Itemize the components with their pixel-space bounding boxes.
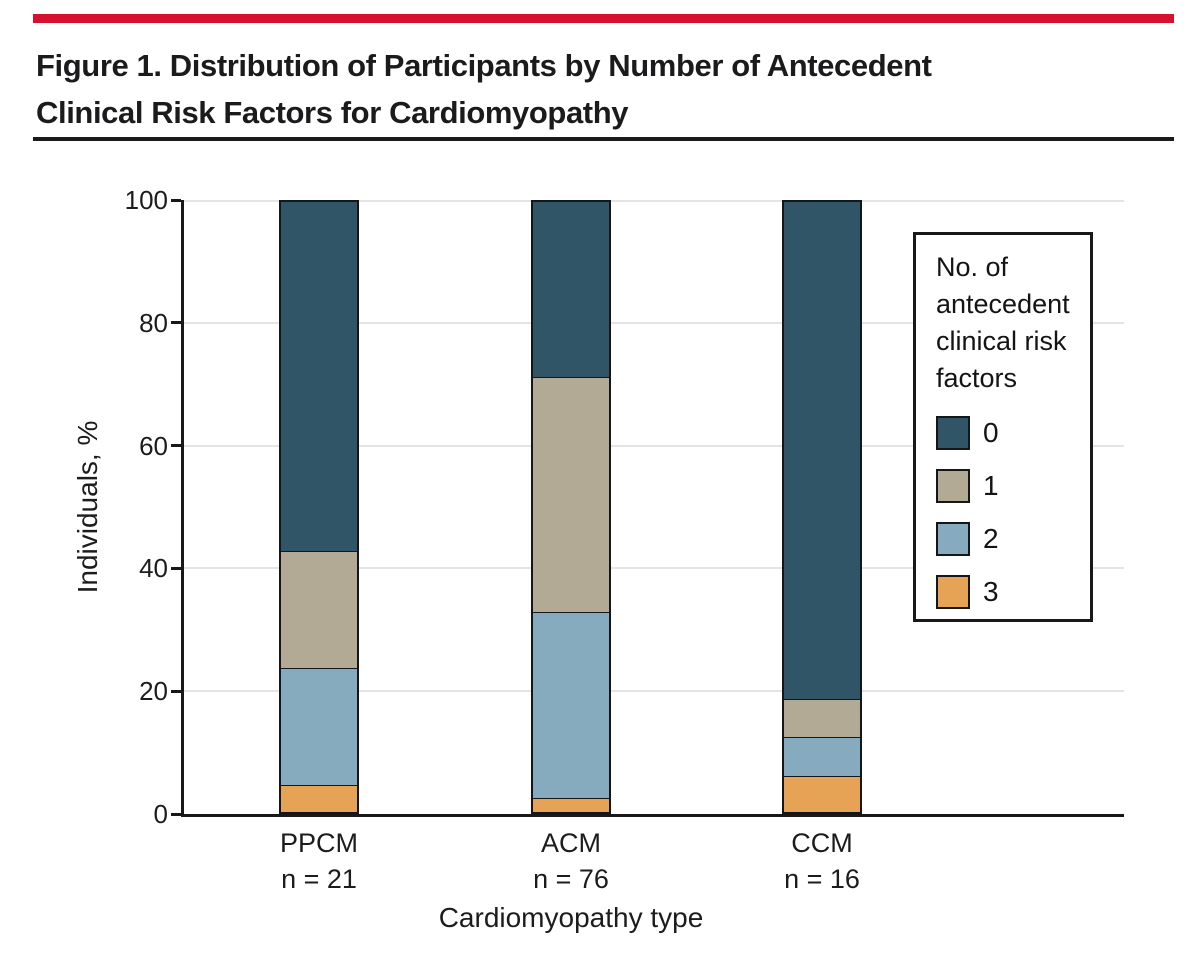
y-tick-80 bbox=[171, 321, 181, 325]
accent-top-bar bbox=[33, 14, 1174, 23]
bar-divider-PPCM-3 bbox=[279, 783, 359, 786]
legend-title-line-4: factors bbox=[936, 363, 1018, 393]
bar-divider-ACM-3 bbox=[531, 797, 611, 800]
gridline-60 bbox=[184, 444, 1124, 447]
plot-area: Individuals, % Cardiomyopathy type 0 20 40… bbox=[72, 185, 1124, 933]
x-axis-title: Cardiomyopathy type bbox=[438, 902, 704, 933]
bar-segment-PPCM-1 bbox=[279, 551, 359, 668]
legend-swatch-0 bbox=[936, 416, 970, 450]
legend-entry-label-1: 1 bbox=[983, 470, 999, 501]
y-tick-label-60: 60 bbox=[139, 430, 168, 461]
bar-divider-CCM-1 bbox=[782, 698, 862, 701]
bar-segment-PPCM-0 bbox=[279, 200, 359, 552]
gridline-80 bbox=[184, 321, 1124, 324]
legend-title-line-3: clinical risk bbox=[936, 326, 1067, 356]
figure-title-line2: Clinical Risk Factors for Cardiomyopathy bbox=[36, 95, 629, 130]
bar-divider-PPCM-1 bbox=[279, 550, 359, 553]
bar-segment-ACM-3 bbox=[531, 798, 611, 814]
bar-segment-CCM-0 bbox=[782, 200, 862, 700]
y-tick-60 bbox=[171, 444, 181, 448]
legend-box: No. of antecedent clinical risk factors 0 1 2 3 bbox=[913, 232, 1093, 622]
bar-divider-ACM-1 bbox=[531, 376, 611, 379]
bar-outline-ACM bbox=[531, 200, 611, 814]
bar-divider-PPCM-2 bbox=[279, 666, 359, 669]
bar-segment-PPCM-2 bbox=[279, 667, 359, 785]
bar-segment-CCM-3 bbox=[782, 775, 862, 814]
y-tick-0 bbox=[171, 812, 181, 816]
legend-entry-label-0: 0 bbox=[983, 417, 999, 448]
y-axis-title: Individuals, % bbox=[72, 420, 103, 594]
bar-segment-ACM-1 bbox=[531, 377, 611, 612]
x-category-sublabel-CCM: n = 16 bbox=[784, 864, 860, 894]
legend-entry-label-3: 3 bbox=[983, 576, 999, 607]
x-category-label-CCM: CCM bbox=[791, 828, 853, 858]
x-category-sublabel-PPCM: n = 21 bbox=[281, 864, 357, 894]
bar-segment-CCM-2 bbox=[782, 737, 862, 776]
legend-entry-0: 0 bbox=[936, 416, 1082, 450]
legend-swatch-1 bbox=[936, 469, 970, 503]
title-divider bbox=[33, 137, 1174, 141]
bar-segment-CCM-1 bbox=[782, 699, 862, 738]
bar-divider-CCM-3 bbox=[782, 774, 862, 777]
figure-title-line1: Figure 1. Distribution of Participants b… bbox=[36, 48, 932, 83]
legend-entry-label-2: 2 bbox=[983, 523, 999, 554]
y-tick-20 bbox=[171, 689, 181, 693]
x-axis-spine bbox=[181, 814, 1124, 817]
bar-segment-ACM-2 bbox=[531, 611, 611, 799]
gridline-100 bbox=[184, 200, 1124, 202]
bar-segment-PPCM-3 bbox=[279, 784, 359, 814]
y-axis-spine bbox=[181, 200, 184, 817]
legend-entry-2: 2 bbox=[936, 522, 1082, 556]
x-category-label-ACM: ACM bbox=[541, 828, 601, 858]
legend-title-line-1: No. of bbox=[936, 252, 1009, 282]
legend-entry-3: 3 bbox=[936, 575, 1082, 609]
y-tick-40 bbox=[171, 566, 181, 570]
bar-outline-CCM bbox=[782, 200, 862, 814]
legend-swatch-2 bbox=[936, 522, 970, 556]
x-category-label-PPCM: PPCM bbox=[279, 828, 358, 858]
x-category-sublabel-ACM: n = 76 bbox=[533, 864, 609, 894]
bar-segment-ACM-0 bbox=[531, 200, 611, 378]
legend-entry-1: 1 bbox=[936, 469, 1082, 503]
y-tick-label-100: 100 bbox=[124, 185, 168, 215]
gridline-20 bbox=[184, 690, 1124, 693]
y-tick-label-0: 0 bbox=[153, 799, 168, 829]
legend-title-line-2: antecedent bbox=[936, 289, 1070, 319]
y-tick-label-20: 20 bbox=[139, 676, 168, 707]
y-tick-label-40: 40 bbox=[139, 553, 168, 584]
legend-swatch-3 bbox=[936, 575, 970, 609]
bar-divider-ACM-2 bbox=[531, 610, 611, 613]
y-tick-100 bbox=[171, 198, 181, 202]
bar-outline-PPCM bbox=[279, 200, 359, 814]
bar-divider-CCM-2 bbox=[782, 736, 862, 739]
y-tick-label-80: 80 bbox=[139, 307, 168, 338]
legend-title: No. of antecedent clinical risk factors bbox=[936, 249, 1082, 397]
figure-title: Figure 1. Distribution of Participants b… bbox=[36, 42, 932, 136]
gridline-40 bbox=[184, 567, 1124, 570]
